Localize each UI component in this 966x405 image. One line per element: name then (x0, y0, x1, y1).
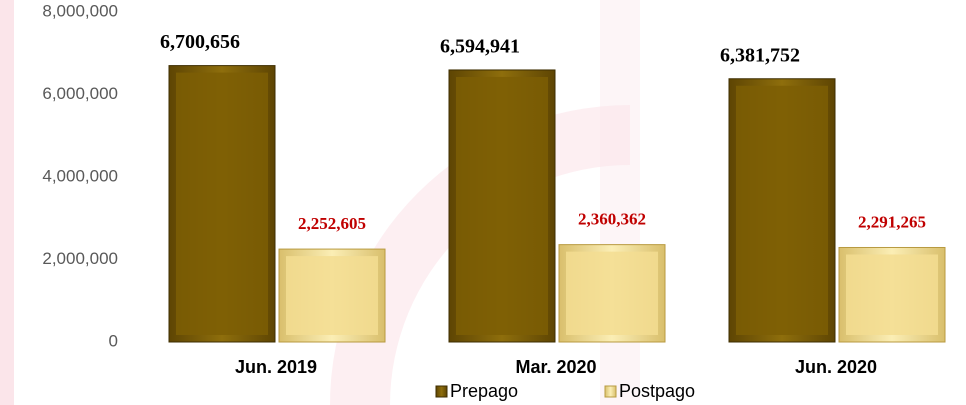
value-label: 2,360,362 (578, 210, 646, 229)
stripe-decoration (600, 0, 640, 405)
legend-label: Postpago (619, 381, 695, 401)
bar-bevel (736, 85, 828, 335)
bar-bevel (456, 76, 548, 336)
y-tick-label: 8,000,000 (42, 1, 118, 20)
x-tick-label: Jun. 2020 (795, 357, 877, 377)
value-label: 6,594,941 (440, 36, 520, 58)
bar-bevel (846, 254, 938, 335)
value-label: 2,291,265 (858, 212, 926, 231)
left-band (0, 0, 14, 405)
bar-bevel (176, 72, 268, 336)
x-tick-label: Mar. 2020 (515, 357, 596, 377)
legend-swatch (604, 385, 617, 398)
y-tick-label: 6,000,000 (42, 84, 118, 103)
x-tick-label: Jun. 2019 (235, 357, 317, 377)
value-label: 2,252,605 (298, 214, 366, 233)
y-tick-label: 0 (109, 331, 118, 350)
y-tick-label: 4,000,000 (42, 166, 118, 185)
y-tick-label: 2,000,000 (42, 249, 118, 268)
value-label: 6,700,656 (160, 31, 240, 53)
bar-bevel (566, 251, 658, 335)
bar-bevel (286, 256, 378, 335)
legend-swatch (435, 385, 448, 398)
legend-label: Prepago (450, 381, 518, 401)
value-label: 6,381,752 (720, 44, 800, 66)
